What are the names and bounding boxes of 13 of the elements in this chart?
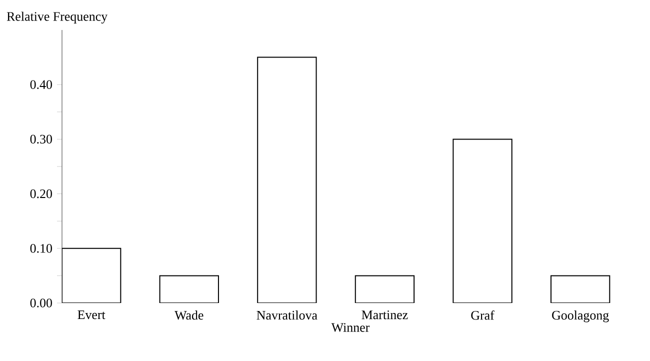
y-tick-label: 0.30 <box>30 134 52 144</box>
x-tick-label: Evert <box>78 310 106 320</box>
y-tick-label: 0.00 <box>30 298 52 308</box>
y-axis-title: Relative Frequency <box>6 12 108 24</box>
y-tick-label: 0.20 <box>30 189 52 198</box>
y-tick-label: 0.10 <box>30 244 52 253</box>
x-tick-label: Navratilova <box>256 310 318 320</box>
x-tick-label: Goolagong <box>552 310 609 322</box>
x-tick-label: Wade <box>174 310 204 320</box>
x-tick-label: Graf <box>471 310 494 320</box>
x-axis-title: Winner <box>331 323 370 332</box>
y-tick-label: 0.40 <box>30 80 52 90</box>
x-tick-label: Martinez <box>362 310 408 320</box>
